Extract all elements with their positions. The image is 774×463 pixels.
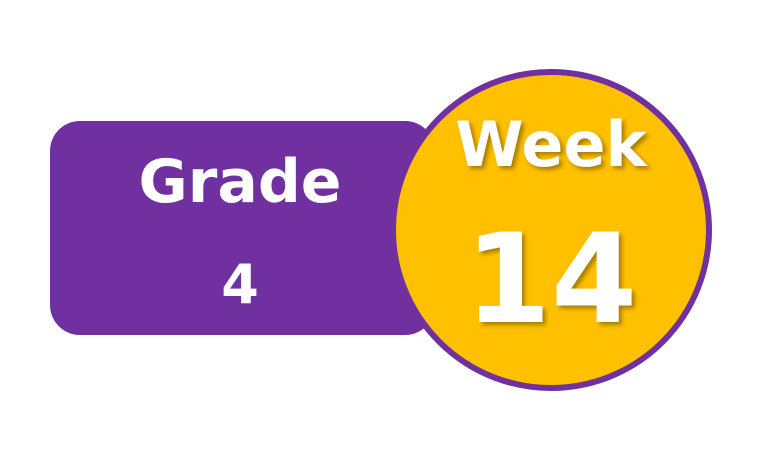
grade-label: Grade	[138, 147, 342, 217]
week-number: 14	[464, 208, 638, 352]
week-label: Week	[455, 108, 647, 181]
grade-number: 4	[221, 253, 259, 316]
week-badge	[390, 69, 712, 391]
grade-badge	[50, 121, 435, 335]
